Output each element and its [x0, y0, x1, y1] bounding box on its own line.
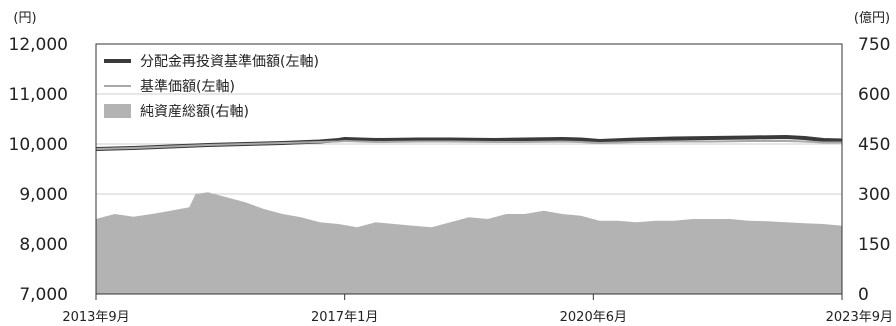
left-tick-label: 7,000: [19, 285, 68, 305]
legend-swatch-net-assets: [104, 104, 131, 118]
nav-line: [95, 140, 842, 150]
legend: 分配金再投資基準価額(左軸) 基準価額(左軸) 純資産総額(右軸): [104, 53, 319, 120]
left-tick-label: 10,000: [9, 135, 68, 155]
x-tick-label: 2023年9月: [826, 310, 893, 325]
reinvested-nav-line: [95, 135, 843, 151]
legend-label-nav: 基準価額(左軸): [140, 78, 235, 95]
net-assets-area: [96, 192, 842, 294]
x-axis-ticks: 2013年9月 2017年1月 2020年6月 2023年9月: [62, 294, 893, 325]
right-tick-label: 750: [858, 35, 890, 55]
left-tick-label: 12,000: [9, 35, 68, 55]
right-tick-label: 600: [858, 85, 890, 105]
left-tick-label: 8,000: [19, 235, 68, 255]
right-tick-label: 150: [858, 235, 890, 255]
right-axis-unit: (億円): [854, 10, 890, 26]
right-axis-ticks: 0 150 300 450 600 750: [858, 35, 890, 305]
left-tick-label: 11,000: [9, 85, 68, 105]
net-assets-area-layer: [96, 192, 842, 294]
right-tick-label: 0: [858, 285, 869, 305]
left-axis-unit: (円): [13, 11, 36, 26]
left-axis-ticks: 7,000 8,000 9,000 10,000 11,000 12,000: [9, 35, 68, 305]
x-tick-label: 2017年1月: [311, 310, 378, 325]
x-tick-label: 2020年6月: [560, 310, 627, 325]
legend-label-reinvested-nav: 分配金再投資基準価額(左軸): [140, 53, 319, 70]
price-lines-layer: [95, 135, 843, 151]
right-tick-label: 300: [858, 185, 890, 205]
right-tick-label: 450: [858, 135, 890, 155]
left-tick-label: 9,000: [19, 185, 68, 205]
plot-frame: [95, 43, 843, 295]
legend-label-net-assets: 純資産総額(右軸): [140, 104, 249, 120]
x-tick-label: 2013年9月: [62, 310, 129, 325]
